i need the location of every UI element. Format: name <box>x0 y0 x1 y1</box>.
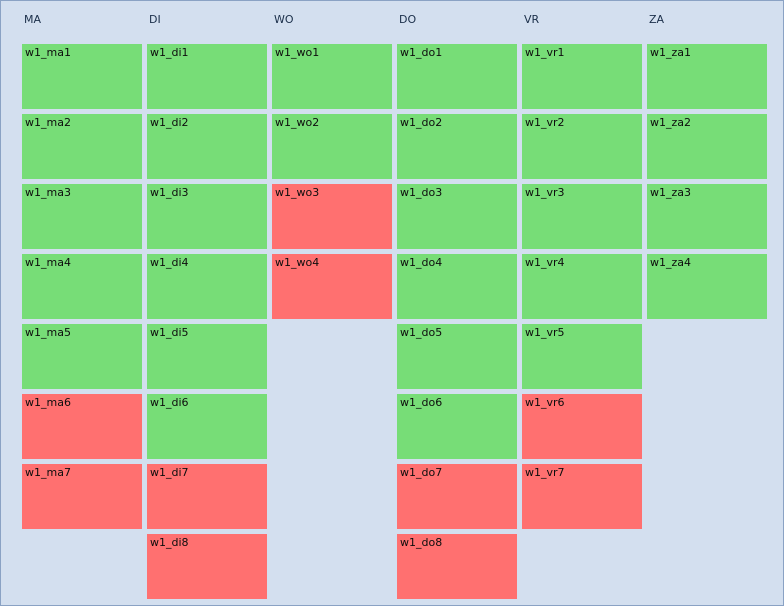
slot-w1-do7[interactable]: w1_do7 <box>397 464 517 529</box>
slot-w1-di5[interactable]: w1_di5 <box>147 324 267 389</box>
day-header-ma: MA <box>24 13 42 26</box>
slot-w1-vr5[interactable]: w1_vr5 <box>522 324 642 389</box>
slot-label: w1_di1 <box>150 46 189 59</box>
slot-w1-wo4[interactable]: w1_wo4 <box>272 254 392 319</box>
slot-w1-vr7[interactable]: w1_vr7 <box>522 464 642 529</box>
slot-w1-ma1[interactable]: w1_ma1 <box>22 44 142 109</box>
slot-w1-wo1[interactable]: w1_wo1 <box>272 44 392 109</box>
slot-w1-ma2[interactable]: w1_ma2 <box>22 114 142 179</box>
slot-label: w1_do3 <box>400 186 443 199</box>
slot-w1-di6[interactable]: w1_di6 <box>147 394 267 459</box>
slot-label: w1_wo3 <box>275 186 320 199</box>
slot-w1-za4[interactable]: w1_za4 <box>647 254 767 319</box>
slot-label: w1_vr7 <box>525 466 565 479</box>
slot-label: w1_do1 <box>400 46 443 59</box>
slot-w1-vr3[interactable]: w1_vr3 <box>522 184 642 249</box>
slot-w1-do1[interactable]: w1_do1 <box>397 44 517 109</box>
slot-label: w1_vr2 <box>525 116 565 129</box>
slot-label: w1_ma1 <box>25 46 71 59</box>
slot-label: w1_za3 <box>650 186 692 199</box>
slot-w1-di2[interactable]: w1_di2 <box>147 114 267 179</box>
slot-label: w1_vr3 <box>525 186 565 199</box>
slot-label: w1_za4 <box>650 256 692 269</box>
slot-label: w1_do7 <box>400 466 443 479</box>
slot-w1-za3[interactable]: w1_za3 <box>647 184 767 249</box>
slot-w1-za1[interactable]: w1_za1 <box>647 44 767 109</box>
day-header-di: DI <box>149 13 161 26</box>
slot-label: w1_do8 <box>400 536 443 549</box>
slot-w1-wo3[interactable]: w1_wo3 <box>272 184 392 249</box>
slot-w1-do2[interactable]: w1_do2 <box>397 114 517 179</box>
day-header-vr: VR <box>524 13 540 26</box>
slot-label: w1_di3 <box>150 186 189 199</box>
slot-label: w1_do6 <box>400 396 443 409</box>
slot-w1-di8[interactable]: w1_di8 <box>147 534 267 599</box>
slot-label: w1_ma5 <box>25 326 71 339</box>
slot-label: w1_di5 <box>150 326 189 339</box>
slot-w1-wo2[interactable]: w1_wo2 <box>272 114 392 179</box>
slot-w1-za2[interactable]: w1_za2 <box>647 114 767 179</box>
slot-label: w1_vr1 <box>525 46 565 59</box>
slot-w1-di4[interactable]: w1_di4 <box>147 254 267 319</box>
slot-w1-ma5[interactable]: w1_ma5 <box>22 324 142 389</box>
slot-label: w1_do5 <box>400 326 443 339</box>
slot-label: w1_ma4 <box>25 256 71 269</box>
slot-w1-do6[interactable]: w1_do6 <box>397 394 517 459</box>
slot-w1-vr4[interactable]: w1_vr4 <box>522 254 642 319</box>
slot-w1-vr2[interactable]: w1_vr2 <box>522 114 642 179</box>
slot-w1-ma4[interactable]: w1_ma4 <box>22 254 142 319</box>
slot-label: w1_za2 <box>650 116 692 129</box>
slot-label: w1_di4 <box>150 256 189 269</box>
slot-label: w1_vr6 <box>525 396 565 409</box>
day-header-wo: WO <box>274 13 294 26</box>
slot-label: w1_vr4 <box>525 256 565 269</box>
slot-label: w1_di2 <box>150 116 189 129</box>
slot-w1-vr6[interactable]: w1_vr6 <box>522 394 642 459</box>
slot-label: w1_wo4 <box>275 256 320 269</box>
slot-w1-di1[interactable]: w1_di1 <box>147 44 267 109</box>
slot-label: w1_do2 <box>400 116 443 129</box>
slot-label: w1_di7 <box>150 466 189 479</box>
slot-w1-ma6[interactable]: w1_ma6 <box>22 394 142 459</box>
slot-w1-ma3[interactable]: w1_ma3 <box>22 184 142 249</box>
slot-w1-vr1[interactable]: w1_vr1 <box>522 44 642 109</box>
slot-w1-do4[interactable]: w1_do4 <box>397 254 517 319</box>
day-header-do: DO <box>399 13 417 26</box>
slot-label: w1_wo2 <box>275 116 320 129</box>
slot-label: w1_ma2 <box>25 116 71 129</box>
slot-w1-do5[interactable]: w1_do5 <box>397 324 517 389</box>
slot-label: w1_ma3 <box>25 186 71 199</box>
slot-w1-do3[interactable]: w1_do3 <box>397 184 517 249</box>
slot-label: w1_za1 <box>650 46 692 59</box>
slot-label: w1_ma6 <box>25 396 71 409</box>
slot-label: w1_do4 <box>400 256 443 269</box>
slot-w1-di7[interactable]: w1_di7 <box>147 464 267 529</box>
slot-w1-ma7[interactable]: w1_ma7 <box>22 464 142 529</box>
slot-label: w1_di6 <box>150 396 189 409</box>
slot-label: w1_wo1 <box>275 46 320 59</box>
slot-label: w1_vr5 <box>525 326 565 339</box>
slot-w1-di3[interactable]: w1_di3 <box>147 184 267 249</box>
day-header-za: ZA <box>649 13 665 26</box>
slot-label: w1_ma7 <box>25 466 71 479</box>
slot-w1-do8[interactable]: w1_do8 <box>397 534 517 599</box>
slot-label: w1_di8 <box>150 536 189 549</box>
